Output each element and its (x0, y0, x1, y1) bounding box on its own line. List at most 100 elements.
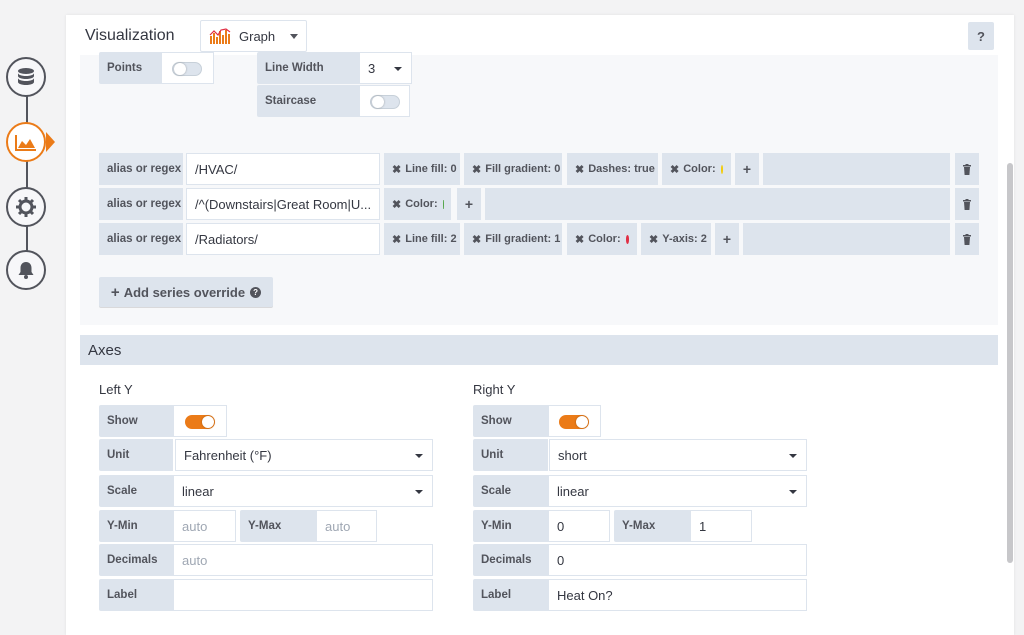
chevron-down-icon (789, 454, 797, 458)
right-y-scale-label: Scale (473, 475, 548, 507)
left-y-show-toggle[interactable] (185, 415, 215, 429)
line-width-select[interactable]: 3 (359, 52, 412, 84)
visualization-header: Visualization Graph ? (66, 15, 1014, 55)
left-y-unit-select[interactable]: Fahrenheit (°F) (175, 439, 433, 471)
right-y-show-switch-box[interactable] (548, 405, 601, 437)
override-tag[interactable]: ✖ Y-axis: 2 (641, 223, 711, 255)
trash-icon (963, 233, 971, 245)
add-override-property-button[interactable]: + (735, 153, 759, 185)
toggle-knob (202, 416, 214, 428)
alert-tab[interactable] (6, 250, 46, 290)
left-y-title: Left Y (99, 382, 133, 397)
visualization-picker[interactable]: Graph (200, 20, 307, 52)
remove-icon: ✖ (392, 233, 402, 246)
tag-text: Color: (588, 233, 621, 245)
right-y-max-input[interactable]: 1 (690, 510, 752, 542)
gear-icon (16, 197, 36, 217)
staircase-switch-box[interactable] (359, 85, 410, 117)
toggle-knob (372, 96, 384, 108)
points-switch-box[interactable] (161, 52, 214, 84)
staircase-toggle[interactable] (370, 95, 400, 109)
right-y-max-label: Y-Max (614, 510, 690, 542)
points-toggle[interactable] (172, 62, 202, 76)
help-button[interactable]: ? (968, 22, 994, 50)
chevron-down-icon (415, 454, 423, 458)
left-y-label-label: Label (99, 579, 173, 611)
right-y-show-toggle[interactable] (559, 415, 589, 429)
visualization-tab[interactable] (6, 122, 46, 162)
tag-text: Fill gradient: 1 (485, 233, 561, 245)
left-y-max-placeholder: auto (325, 518, 351, 534)
override-tag[interactable]: ✖ Color: (567, 223, 637, 255)
visualization-picker-value: Graph (239, 28, 276, 44)
delete-override-button[interactable] (955, 223, 979, 255)
override-row-filler (743, 223, 950, 255)
override-tag[interactable]: ✖ Color: (662, 153, 731, 185)
remove-icon: ✖ (575, 163, 585, 176)
general-tab[interactable] (6, 187, 46, 227)
right-y-scale-value: linear (557, 483, 589, 499)
trash-icon (963, 198, 971, 210)
left-y-scale-label: Scale (99, 475, 173, 507)
add-override-property-button[interactable]: + (715, 223, 739, 255)
delete-override-button[interactable] (955, 188, 979, 220)
question-icon: ? (250, 286, 262, 298)
override-tag[interactable]: ✖ Fill gradient: 1 (464, 223, 562, 255)
right-y-decimals-label: Decimals (473, 544, 548, 576)
left-y-min-input[interactable]: auto (173, 510, 236, 542)
override-tag[interactable]: ✖ Dashes: true (567, 153, 658, 185)
left-y-show-label: Show (99, 405, 173, 437)
left-y-decimals-label: Decimals (99, 544, 173, 576)
queries-tab[interactable] (6, 57, 46, 97)
override-tag[interactable]: ✖ Line fill: 2 (384, 223, 460, 255)
tag-text: Color: (405, 198, 438, 210)
override-alias-input[interactable]: /^(Downstairs|Great Room|U... (186, 188, 380, 220)
right-y-scale-select[interactable]: linear (548, 475, 807, 507)
right-y-decimals-input[interactable]: 0 (548, 544, 807, 576)
chevron-down-icon (415, 490, 423, 494)
delete-override-button[interactable] (955, 153, 979, 185)
left-y-max-label: Y-Max (240, 510, 316, 542)
left-y-min-label: Y-Min (99, 510, 173, 542)
remove-icon: ✖ (392, 163, 402, 176)
override-alias-input[interactable]: /Radiators/ (186, 223, 380, 255)
graph-icon (209, 28, 231, 44)
right-y-label-input[interactable]: Heat On? (548, 579, 807, 611)
override-tag[interactable]: ✖ Line fill: 0 (384, 153, 460, 185)
vertical-scrollbar[interactable] (1007, 163, 1013, 563)
override-alias-label: alias or regex (99, 153, 183, 185)
color-swatch (720, 164, 723, 174)
override-alias-input[interactable]: /HVAC/ (186, 153, 380, 185)
visualization-title: Visualization (85, 27, 175, 44)
left-y-show-switch-box[interactable] (173, 405, 227, 437)
remove-icon: ✖ (472, 163, 482, 176)
tag-text: Dashes: true (588, 163, 655, 175)
override-tag[interactable]: ✖ Fill gradient: 0 (464, 153, 562, 185)
tag-text: Line fill: 2 (405, 233, 457, 245)
panel-editor: Visualization Graph ? Points Line Width (66, 15, 1014, 635)
color-swatch (625, 234, 629, 244)
right-y-title: Right Y (473, 382, 516, 397)
override-row-filler (763, 153, 950, 185)
database-icon (18, 68, 34, 85)
left-y-max-input[interactable]: auto (316, 510, 377, 542)
tag-text: Y-axis: 2 (662, 233, 707, 245)
right-y-unit-select[interactable]: short (549, 439, 807, 471)
add-override-property-button[interactable]: + (457, 188, 481, 220)
left-y-decimals-input[interactable]: auto (173, 544, 433, 576)
add-series-override-label: Add series override (123, 284, 246, 300)
override-tag[interactable]: ✖ Color: (384, 188, 451, 220)
left-y-label-input[interactable] (173, 579, 433, 611)
left-y-scale-select[interactable]: linear (173, 475, 433, 507)
tag-text: Line fill: 0 (405, 163, 457, 175)
left-y-unit-label: Unit (99, 439, 173, 471)
remove-icon: ✖ (392, 198, 402, 211)
left-y-min-placeholder: auto (182, 518, 208, 534)
add-series-override-button[interactable]: + Add series override ? (99, 277, 273, 307)
points-label: Points (99, 52, 161, 84)
right-y-min-input[interactable]: 0 (548, 510, 610, 542)
right-y-min-label: Y-Min (473, 510, 548, 542)
tag-text: Fill gradient: 0 (485, 163, 561, 175)
right-y-unit-value: short (558, 447, 587, 463)
rail-connector (26, 95, 28, 255)
